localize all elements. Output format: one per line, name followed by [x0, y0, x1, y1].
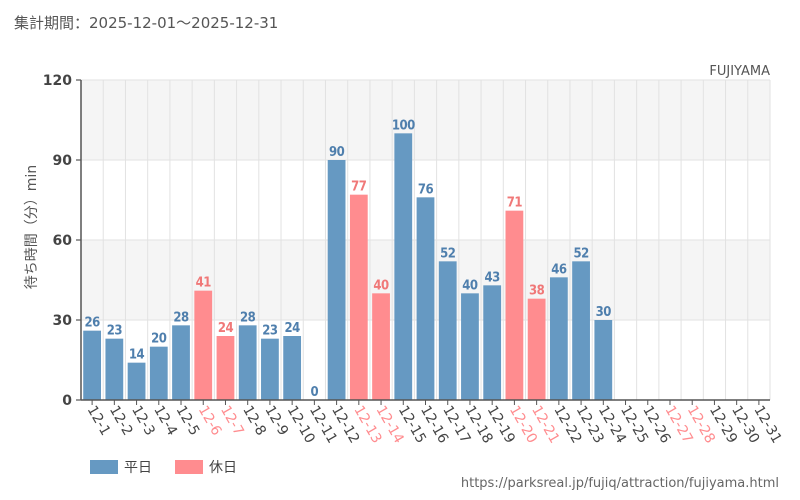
- value-label-12-17: 52: [440, 246, 456, 261]
- source-url: https://parksreal.jp/fujiq/attraction/fu…: [461, 476, 779, 491]
- bar-12-18: [461, 293, 479, 400]
- bar-12-12: [327, 160, 346, 400]
- value-label-12-7: 24: [218, 321, 234, 336]
- value-label-12-22: 46: [551, 262, 567, 277]
- value-label-12-10: 24: [285, 321, 301, 336]
- bar-12-3: [127, 362, 146, 400]
- value-label-12-23: 52: [573, 246, 589, 261]
- bar-12-21: [527, 298, 546, 400]
- y-tick-labels: 0 30 60 90 120: [43, 73, 72, 409]
- legend-swatch-weekday: [90, 460, 118, 474]
- legend-label-weekday: 平日: [124, 460, 152, 476]
- legend-label-holiday: 休日: [209, 460, 237, 476]
- value-label-12-16: 76: [418, 182, 434, 197]
- value-label-12-15: 100: [392, 118, 415, 133]
- axes: [76, 79, 770, 405]
- bar-12-22: [549, 277, 568, 400]
- y-tick-label-60: 60: [53, 233, 73, 249]
- value-label-12-8: 28: [240, 310, 256, 325]
- value-label-12-12: 90: [329, 145, 345, 160]
- bar-12-2: [105, 338, 124, 400]
- bar-12-8: [238, 325, 257, 400]
- value-label-12-21: 38: [529, 284, 545, 299]
- value-label-12-3: 14: [129, 348, 145, 363]
- y-tick-label-0: 0: [62, 393, 72, 409]
- value-label-12-2: 23: [107, 324, 123, 339]
- chart-title: 集計期間：2025-12-01～2025-12-31: [14, 14, 278, 32]
- value-label-12-4: 20: [151, 332, 167, 347]
- y-tick-label-120: 120: [43, 73, 72, 89]
- bar-12-13: [349, 194, 368, 400]
- value-label-12-1: 26: [84, 316, 100, 331]
- bar-series: [83, 133, 613, 401]
- bar-12-17: [438, 261, 457, 400]
- bar-12-4: [149, 346, 168, 400]
- value-label-12-5: 28: [173, 310, 189, 325]
- bar-12-16: [416, 197, 435, 400]
- bar-12-6: [194, 290, 213, 400]
- value-label-12-14: 40: [373, 278, 389, 293]
- value-label-12-13: 77: [351, 180, 367, 195]
- bar-12-1: [83, 330, 102, 400]
- value-label-12-20: 71: [507, 196, 523, 211]
- bar-12-10: [283, 336, 302, 400]
- value-label-12-18: 40: [462, 278, 478, 293]
- legend: 平日 休日: [90, 460, 237, 476]
- bar-12-7: [216, 336, 235, 400]
- value-label-12-6: 41: [196, 276, 212, 291]
- legend-swatch-holiday: [175, 460, 203, 474]
- bar-12-9: [261, 338, 279, 400]
- value-label-12-9: 23: [262, 324, 278, 339]
- y-tick-label-30: 30: [53, 313, 73, 329]
- bar-value-labels: 26 23 14 20 28 41 24 28 23 24 0 90 77 40 100 76 52 40 43 71…: [84, 118, 611, 400]
- x-tick-labels: 12-112-212-312-412-512-612-712-812-912-1…: [84, 403, 785, 446]
- y-axis-label: 待ち時間（分）min: [24, 165, 40, 289]
- bar-12-23: [572, 261, 590, 400]
- band-90-120: [81, 80, 770, 160]
- bar-12-20: [505, 210, 524, 400]
- y-tick-label-90: 90: [53, 153, 73, 169]
- attraction-name: FUJIYAMA: [709, 64, 770, 79]
- bar-12-19: [483, 285, 502, 400]
- value-label-12-11: 0: [311, 385, 319, 400]
- value-label-12-19: 43: [485, 270, 501, 285]
- bar-12-14: [372, 293, 390, 400]
- bar-12-5: [172, 325, 190, 400]
- bar-12-24: [594, 320, 613, 400]
- value-label-12-24: 30: [596, 305, 612, 320]
- bar-12-15: [394, 133, 413, 401]
